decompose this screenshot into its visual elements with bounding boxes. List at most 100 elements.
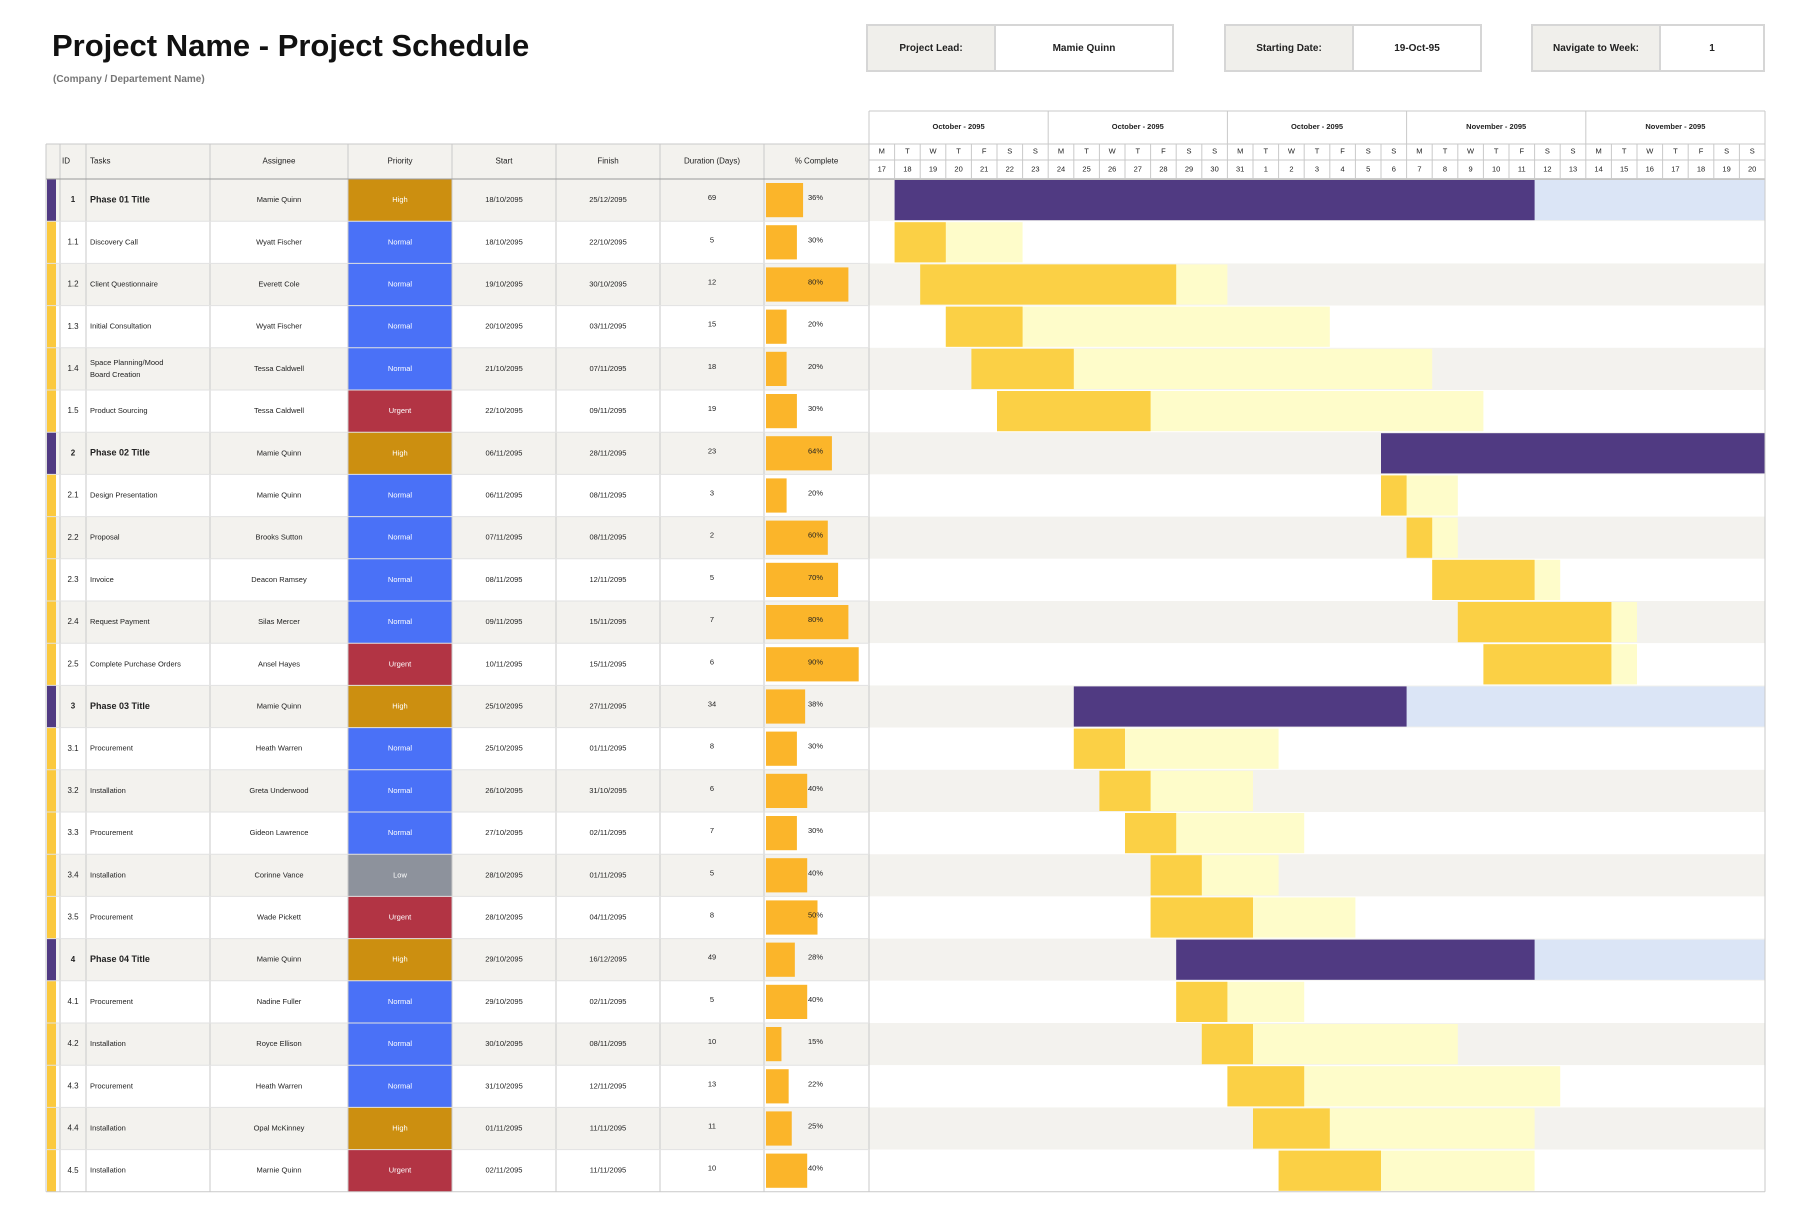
- row-accent-strip: [47, 601, 56, 644]
- priority-cell: [348, 643, 452, 686]
- task-duration: 10: [708, 1037, 716, 1046]
- priority-label: Urgent: [389, 406, 412, 415]
- progress-bar: [766, 436, 832, 471]
- row-accent-strip: [47, 221, 56, 264]
- row-accent-strip: [47, 980, 56, 1023]
- project-lead-label: Project Lead:: [868, 26, 996, 70]
- progress-bar: [766, 1153, 808, 1188]
- day-letter: M: [1595, 146, 1601, 155]
- task-start: 28/10/2095: [485, 870, 523, 879]
- task-finish: 08/11/2095: [590, 533, 627, 542]
- priority-label: Normal: [388, 575, 413, 584]
- task-duration: 8: [710, 910, 714, 919]
- task-id: 4: [71, 955, 76, 964]
- task-finish: 02/11/2095: [590, 997, 627, 1006]
- task-id: 3.5: [67, 913, 79, 922]
- task-name: Proposal: [90, 533, 120, 542]
- progress-label: 22%: [808, 1079, 823, 1088]
- task-start: 26/10/2095: [485, 786, 523, 795]
- row-background: [46, 812, 1765, 855]
- row-background: [46, 1023, 1765, 1066]
- row-accent-strip: [47, 938, 56, 981]
- task-assignee: Heath Warren: [256, 744, 302, 753]
- row-accent-strip: [47, 812, 56, 855]
- task-id: 3.2: [67, 786, 79, 795]
- row-background: [46, 769, 1765, 812]
- day-number: 15: [1620, 164, 1628, 173]
- row-accent-strip: [47, 769, 56, 812]
- task-start: 27/10/2095: [485, 828, 523, 837]
- column-header: Start: [496, 157, 514, 166]
- task-start: 29/10/2095: [485, 955, 523, 964]
- task-assignee: Gideon Lawrence: [250, 828, 309, 837]
- navigate-week-field[interactable]: 1: [1709, 42, 1715, 54]
- starting-date-field[interactable]: 19-Oct-95: [1394, 42, 1440, 54]
- navigate-week-label: Navigate to Week:: [1533, 26, 1661, 70]
- gantt-bar-complete: [1227, 1066, 1305, 1107]
- task-id: 2.1: [67, 491, 79, 500]
- row-accent-strip: [47, 347, 56, 390]
- task-duration: 15: [708, 320, 716, 329]
- day-number: 10: [1492, 164, 1500, 173]
- priority-cell: [348, 179, 452, 222]
- task-name: Initial Consultation: [90, 322, 151, 331]
- task-assignee: Tessa Caldwell: [254, 406, 304, 415]
- progress-bar: [766, 351, 787, 386]
- progress-bar: [766, 225, 797, 260]
- progress-label: 25%: [808, 1121, 823, 1130]
- progress-bar: [766, 984, 808, 1019]
- priority-label: Normal: [388, 364, 413, 373]
- task-duration: 10: [708, 1164, 716, 1173]
- task-duration: 49: [708, 953, 716, 962]
- task-assignee: Deacon Ramsey: [251, 575, 307, 584]
- task-id: 3.1: [67, 744, 79, 753]
- row-accent-strip: [47, 516, 56, 559]
- task-assignee: Heath Warren: [256, 1081, 302, 1090]
- day-number: 4: [1341, 164, 1345, 173]
- day-number: 18: [1697, 164, 1705, 173]
- day-number: 3: [1315, 164, 1319, 173]
- task-finish: 28/11/2095: [590, 448, 627, 457]
- priority-cell: [348, 1023, 452, 1066]
- row-accent-strip: [47, 1065, 56, 1108]
- task-finish: 15/11/2095: [590, 617, 627, 626]
- day-letter: T: [1315, 146, 1320, 155]
- gantt-bar-complete: [1278, 1150, 1381, 1191]
- task-name: Invoice: [90, 575, 114, 584]
- day-number: 19: [1722, 164, 1730, 173]
- task-id: 3: [71, 702, 76, 711]
- day-letter: T: [1622, 146, 1627, 155]
- gantt-bar-complete: [1125, 813, 1177, 854]
- row-background: [46, 516, 1765, 559]
- project-lead-field[interactable]: Mamie Quinn: [1052, 42, 1116, 54]
- row-accent-strip: [47, 305, 56, 348]
- progress-bar: [766, 816, 797, 851]
- task-finish: 01/11/2095: [590, 870, 627, 879]
- progress-bar: [766, 1111, 792, 1146]
- task-name: Installation: [90, 1039, 126, 1048]
- page-subtitle: (Company / Departement Name): [53, 74, 205, 85]
- task-finish: 01/11/2095: [590, 744, 627, 753]
- progress-label: 90%: [808, 657, 823, 666]
- day-number: 6: [1392, 164, 1396, 173]
- row-accent-strip: [47, 1107, 56, 1150]
- task-assignee: Marnie Quinn: [256, 1166, 301, 1175]
- task-start: 22/10/2095: [485, 406, 523, 415]
- task-start: 06/11/2095: [486, 490, 523, 499]
- task-assignee: Mamie Quinn: [257, 701, 302, 710]
- task-start: 18/10/2095: [485, 237, 523, 246]
- row-background: [46, 727, 1765, 770]
- priority-cell: [348, 1149, 452, 1192]
- priority-cell: [348, 305, 452, 348]
- progress-bar: [766, 1069, 789, 1104]
- progress-label: 60%: [808, 531, 823, 540]
- progress-label: 30%: [808, 235, 823, 244]
- priority-label: High: [392, 1123, 407, 1132]
- gantt-bar-complete: [1176, 939, 1535, 980]
- task-start: 20/10/2095: [485, 322, 523, 331]
- day-number: 13: [1569, 164, 1577, 173]
- task-id: 2.2: [67, 533, 79, 542]
- task-start: 25/10/2095: [485, 701, 523, 710]
- priority-cell: [348, 812, 452, 855]
- gantt-bar-complete: [1073, 728, 1125, 769]
